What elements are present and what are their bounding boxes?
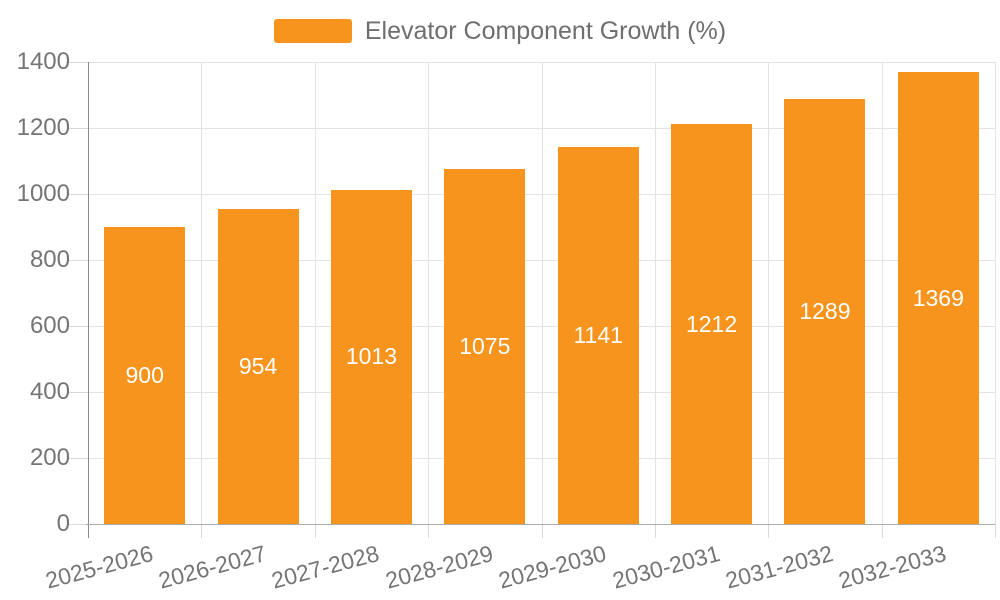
- bar: 1212: [671, 124, 753, 524]
- x-axis-tick-label: 2026-2027: [155, 540, 269, 594]
- x-axis-tick: [995, 524, 996, 538]
- y-axis-tick-label: 800: [29, 246, 70, 273]
- x-axis-tick-label: 2031-2032: [722, 540, 836, 594]
- bar: 1141: [557, 147, 639, 524]
- y-axis-tick-label: 1200: [16, 114, 70, 141]
- y-axis-tick-label: 400: [29, 378, 70, 405]
- bar: 1075: [444, 169, 526, 524]
- vertical-gridline: [201, 62, 203, 524]
- bar-value-label: 1141: [573, 322, 623, 349]
- bar: 1013: [330, 189, 412, 524]
- bar-value-label: 1369: [912, 284, 964, 311]
- x-axis-tick-label: 2029-2030: [495, 540, 609, 594]
- bar-value-label: 1075: [459, 333, 511, 360]
- y-axis-tick: [68, 260, 88, 261]
- legend-label: Elevator Component Growth (%): [364, 17, 727, 45]
- bar: 1369: [897, 72, 979, 524]
- y-axis-tick: [68, 458, 88, 459]
- bar: 900: [104, 227, 186, 524]
- x-axis-tick: [541, 524, 543, 538]
- vertical-gridline: [995, 62, 996, 524]
- y-axis-tick-label: 0: [56, 510, 70, 537]
- x-axis-tick-label: 2025-2026: [42, 540, 156, 594]
- y-axis-tick-label: 600: [29, 312, 70, 339]
- bar: 954: [217, 209, 299, 524]
- x-axis-tick: [768, 524, 770, 538]
- bar-value-label: 1212: [685, 310, 738, 337]
- y-axis-tick-label: 1000: [16, 180, 70, 207]
- vertical-gridline: [654, 62, 656, 524]
- vertical-gridline: [541, 62, 543, 524]
- x-axis-tick: [881, 524, 883, 538]
- x-axis-tick-label: 2032-2033: [836, 540, 950, 594]
- x-axis-tick-label: 2027-2028: [269, 540, 383, 594]
- y-axis-tick-label: 200: [29, 444, 70, 471]
- y-axis-line: [88, 62, 89, 538]
- vertical-gridline: [314, 62, 316, 524]
- y-axis-tick: [68, 392, 88, 393]
- x-axis-tick: [654, 524, 656, 538]
- legend-swatch: [273, 19, 352, 43]
- x-axis-tick: [314, 524, 316, 538]
- bar-value-label: 1013: [345, 343, 398, 370]
- bar: 1289: [784, 98, 866, 524]
- y-axis-tick: [68, 524, 88, 525]
- y-axis-tick: [68, 326, 88, 327]
- x-axis-tick: [201, 524, 203, 538]
- vertical-gridline: [428, 62, 430, 524]
- legend[interactable]: Elevator Component Growth (%): [0, 14, 1000, 48]
- bar-value-label: 900: [125, 362, 164, 388]
- vertical-gridline: [768, 62, 770, 524]
- y-axis-tick: [68, 194, 88, 195]
- x-axis-tick-label: 2028-2029: [382, 540, 496, 594]
- y-axis-tick: [68, 128, 88, 129]
- bar-value-label: 954: [238, 353, 278, 380]
- vertical-gridline: [881, 62, 883, 524]
- y-axis-tick-label: 1400: [16, 48, 70, 75]
- x-axis-tick: [428, 524, 430, 538]
- y-axis-tick: [68, 62, 88, 63]
- bar-value-label: 1289: [799, 297, 851, 324]
- x-axis-line: [86, 524, 995, 525]
- x-axis-tick-label: 2030-2031: [609, 540, 723, 594]
